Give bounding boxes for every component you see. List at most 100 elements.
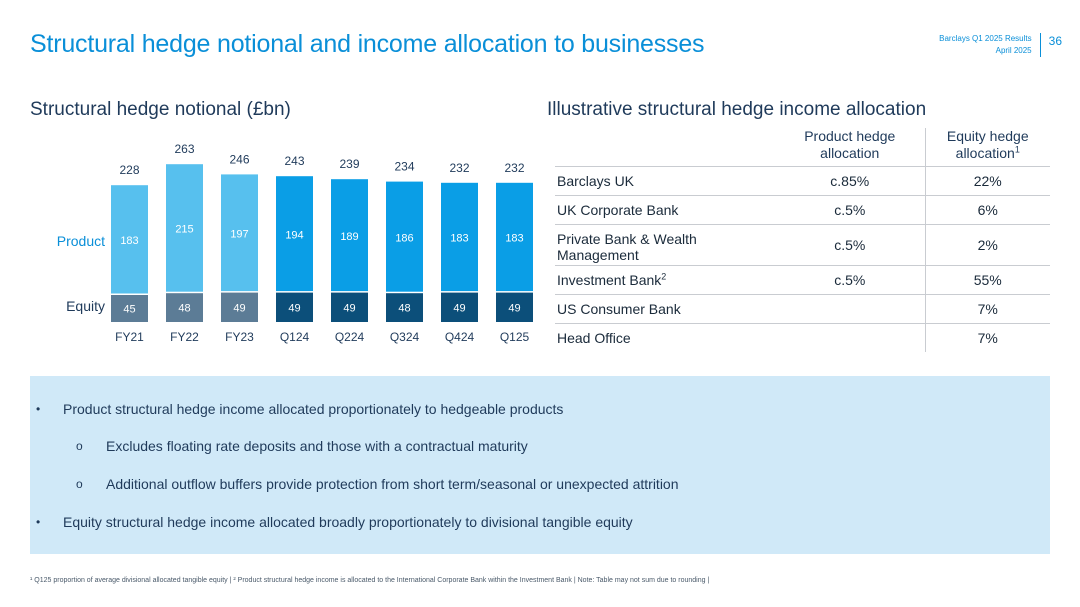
bar-product [221, 174, 258, 292]
x-tick-label: Q125 [500, 330, 530, 344]
report-name: Barclays Q1 2025 Results [939, 34, 1032, 43]
bar-equity [276, 292, 313, 322]
x-tick-label: FY21 [115, 330, 144, 344]
product-allocation-cell: c.5% [775, 224, 925, 266]
data-label-equity: 48 [178, 303, 190, 315]
header-meta: Barclays Q1 2025 Results April 2025 [939, 33, 1041, 57]
x-tick-label: FY23 [225, 330, 254, 344]
x-tick-label: Q424 [445, 330, 475, 344]
table-row: UK Corporate Bank c.5% 6% [555, 195, 1050, 225]
data-label-equity: 49 [508, 302, 520, 314]
footnote: ¹ Q125 proportion of average divisional … [30, 577, 710, 584]
table-row: US Consumer Bank 7% [555, 294, 1050, 324]
bar-product [276, 176, 313, 292]
business-name: Head Office [557, 330, 631, 346]
table-header-row: Product hedge allocation Equity hedge al… [555, 128, 1050, 167]
series-label-equity: Equity [66, 298, 105, 314]
business-name-cell: Investment Bank2 [555, 265, 775, 295]
bullet-product-income: • Product structural hedge income allocat… [36, 401, 563, 417]
slide-title: Structural hedge notional and income all… [30, 30, 705, 58]
bar-equity [496, 292, 533, 322]
bar-product [331, 179, 368, 292]
business-name-cell: UK Corporate Bank [555, 195, 775, 225]
bullet-marker: • [36, 515, 41, 529]
x-tick-label: Q324 [390, 330, 420, 344]
data-label-product: 215 [175, 224, 193, 236]
header-product-allocation: Product hedge allocation [775, 128, 925, 167]
business-name: Private Bank & Wealth Management [557, 231, 697, 263]
bar-product [111, 185, 148, 294]
equity-allocation-cell: 22% [924, 166, 1050, 196]
data-label-equity: 49 [233, 302, 245, 314]
subbullet-text: Excludes floating rate deposits and thos… [106, 438, 528, 454]
subbullet-floating-rate: o Excludes floating rate deposits and tho… [76, 438, 528, 454]
business-name: US Consumer Bank [557, 301, 681, 317]
table-row: Investment Bank2 c.5% 55% [555, 265, 1050, 295]
chart-title: Structural hedge notional (£bn) [30, 99, 291, 120]
equity-allocation-cell: 2% [924, 224, 1050, 266]
allocation-table: Product hedge allocation Equity hedge al… [555, 128, 1050, 352]
equity-allocation-cell: 6% [924, 195, 1050, 225]
header-equity-allocation: Equity hedge allocation1 [924, 128, 1050, 167]
table-row: Barclays UK c.85% 22% [555, 166, 1050, 196]
business-name-cell: Head Office [555, 323, 775, 352]
data-label-equity: 48 [398, 303, 410, 315]
data-label-total: 232 [449, 161, 469, 175]
bullet-text: Equity structural hedge income allocated… [63, 514, 633, 530]
x-tick-label: Q124 [280, 330, 310, 344]
header-equity-text: Equity hedge allocation [946, 128, 1029, 161]
table-row: Private Bank & Wealth Management c.5% 2% [555, 224, 1050, 266]
product-allocation-cell: c.85% [775, 166, 925, 196]
data-label-total: 246 [229, 152, 249, 166]
data-label-total: 263 [174, 142, 194, 156]
product-allocation-cell [775, 294, 925, 324]
data-label-equity: 49 [343, 302, 355, 314]
data-label-product: 194 [285, 229, 303, 241]
bar-equity [166, 293, 203, 322]
footnote-ref-1: 1 [1014, 144, 1020, 155]
report-date: April 2025 [995, 46, 1032, 55]
table-body: Barclays UK c.85% 22% UK Corporate Bank c.5%… [555, 166, 1050, 352]
data-label-product: 189 [340, 231, 358, 243]
bar-product [166, 164, 203, 292]
bar-equity [111, 295, 148, 322]
data-label-product: 186 [395, 232, 413, 244]
data-label-total: 239 [339, 157, 359, 171]
business-name-cell: US Consumer Bank [555, 294, 775, 324]
bar-product [386, 181, 423, 292]
header-product-text: Product hedge allocation [804, 128, 896, 161]
table-header-blank [555, 128, 775, 167]
business-name: Investment Bank [557, 272, 662, 288]
data-label-total: 234 [394, 160, 414, 174]
bar-equity [386, 293, 423, 322]
info-box [30, 376, 1050, 554]
footnote-ref: 2 [661, 271, 667, 282]
data-label-equity: 49 [288, 302, 300, 314]
bar-product [496, 182, 533, 292]
data-label-total: 232 [504, 161, 524, 175]
data-label-product: 183 [505, 233, 523, 245]
business-name-cell: Barclays UK [555, 166, 775, 196]
bar-equity [221, 292, 258, 322]
equity-allocation-cell: 7% [924, 323, 1050, 352]
bar-equity [441, 292, 478, 322]
data-label-product: 183 [450, 233, 468, 245]
bullet-text: Product structural hedge income allocate… [63, 401, 564, 417]
subbullet-marker: o [76, 477, 83, 491]
x-tick-label: FY22 [170, 330, 199, 344]
page-number: 36 [1048, 34, 1062, 48]
x-tick-label: Q224 [335, 330, 365, 344]
data-label-product: 197 [230, 229, 248, 241]
subbullet-text: Additional outflow buffers provide prote… [106, 476, 679, 492]
bar-equity [331, 292, 368, 322]
business-name: UK Corporate Bank [557, 202, 679, 218]
equity-allocation-cell: 55% [924, 265, 1050, 295]
data-label-equity: 45 [123, 304, 135, 316]
subbullet-outflow-buffers: o Additional outflow buffers provide prot… [76, 476, 679, 492]
table-title: Illustrative structural hedge income all… [547, 99, 927, 120]
product-allocation-cell: c.5% [775, 265, 925, 295]
subbullet-marker: o [76, 439, 83, 453]
bar-product [441, 182, 478, 292]
data-label-equity: 49 [453, 302, 465, 314]
data-label-total: 228 [119, 163, 139, 177]
